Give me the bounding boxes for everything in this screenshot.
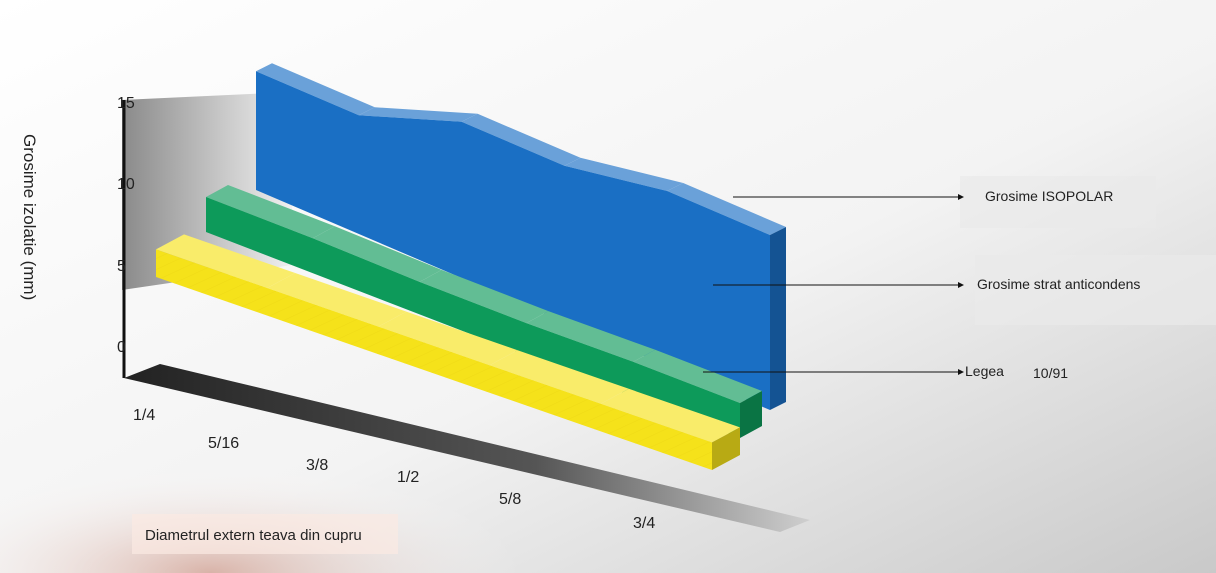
x-tick-label: 5/16 <box>208 435 239 452</box>
series-1-front <box>256 71 770 410</box>
legend-arrow <box>958 369 964 375</box>
y-tick-label: 5 <box>117 258 126 275</box>
y-ticks: 0 5 10 15 <box>117 95 135 356</box>
series-1-side <box>770 227 786 410</box>
x-tick-label: 5/8 <box>499 491 521 508</box>
legend-entry-note: 10/91 <box>1033 365 1068 381</box>
legend-entry-label: Grosime strat anticondens <box>977 276 1140 292</box>
series-1-top-1 <box>256 63 375 116</box>
series-2 <box>206 185 762 438</box>
series-1-top-2 <box>358 107 478 122</box>
x-tick-label: 1/2 <box>397 469 419 486</box>
series-2-top-1 <box>206 185 335 239</box>
y-tick-label: 10 <box>117 176 135 193</box>
series-3-texture <box>156 249 712 470</box>
x-tick-label: 3/4 <box>633 515 655 532</box>
series-3-top-5 <box>600 388 740 443</box>
series-3-top-3 <box>378 311 518 366</box>
legend-arrow <box>958 194 964 200</box>
x-ticks: 1/4 5/16 3/8 1/2 5/8 3/4 <box>133 407 655 532</box>
series-2-front <box>206 197 740 438</box>
series-3-top-4 <box>489 350 629 404</box>
series-1-top-3 <box>461 113 581 166</box>
series-2-top-3 <box>419 269 549 324</box>
x-axis-title: Diametrul extern teava din cupru <box>145 527 362 544</box>
series-3-top-2 <box>267 273 407 327</box>
series-3-side <box>712 427 740 470</box>
series-2-top-5 <box>633 349 762 403</box>
series-3 <box>156 234 740 470</box>
x-tick-label: 3/8 <box>306 457 328 474</box>
y-axis-title: Grosime izolatie (mm) <box>20 134 39 300</box>
series-2-side <box>740 391 762 438</box>
legend-label-bg <box>975 255 1216 325</box>
series-2-top-4 <box>526 311 656 362</box>
series-2-top-2 <box>312 226 442 282</box>
legend: Grosime ISOPOLAR Grosime strat anticonden… <box>703 176 1216 381</box>
x-tick-label: 1/4 <box>133 407 155 424</box>
series-1-top-4 <box>564 157 684 191</box>
y-tick-label: 0 <box>117 339 126 356</box>
legend-entry-label: Grosime ISOPOLAR <box>985 188 1113 204</box>
x-axis-title-bg <box>132 514 398 554</box>
series-1-top-5 <box>667 183 786 235</box>
floor <box>124 364 810 532</box>
legend-label-bg <box>960 176 1156 228</box>
series-3-top-1 <box>156 234 296 288</box>
series-layer <box>156 63 786 470</box>
series-1 <box>256 63 786 410</box>
y-tick-label: 15 <box>117 95 135 112</box>
legend-entry-label: Legea <box>965 363 1004 379</box>
legend-arrow <box>958 282 964 288</box>
